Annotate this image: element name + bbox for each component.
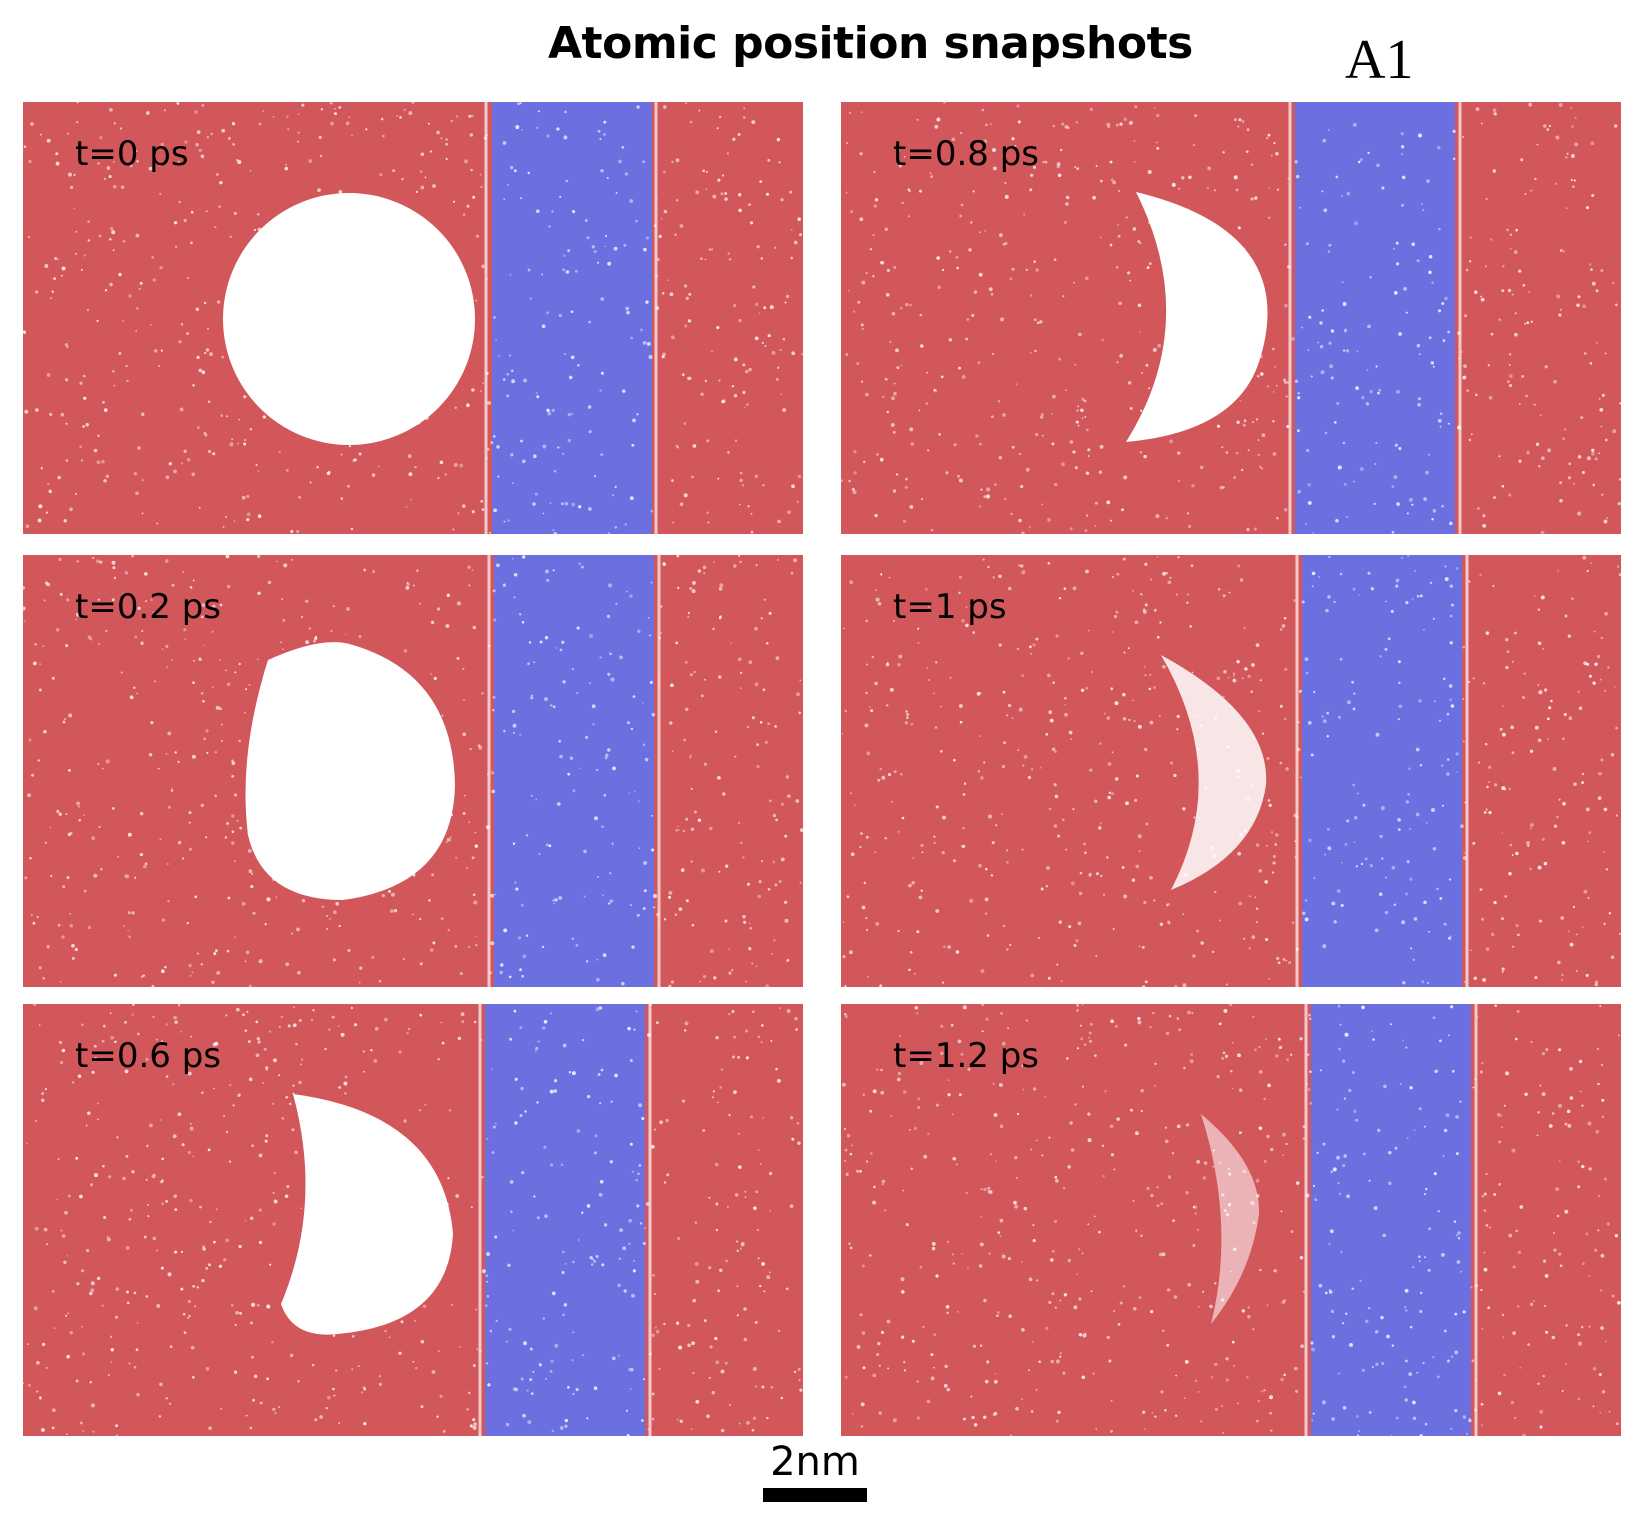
snapshot-panel-t0-2: t=0.2 ps xyxy=(23,555,803,987)
snapshot-panel-t1: t=1 ps xyxy=(841,555,1621,987)
atom-speckle-layer xyxy=(23,1004,803,1436)
void-bubble xyxy=(1126,192,1268,442)
solid-slab xyxy=(485,1004,645,1436)
atom-speckle-layer xyxy=(23,555,803,987)
solid-slab xyxy=(492,102,652,534)
void-remnant xyxy=(1201,1114,1260,1324)
snapshot-image xyxy=(23,102,803,534)
void-bubble xyxy=(245,642,455,900)
void-bubble xyxy=(223,193,475,445)
time-label: t=0 ps xyxy=(75,134,189,174)
time-label: t=0.6 ps xyxy=(75,1036,221,1076)
solid-slab xyxy=(1302,555,1462,987)
time-label: t=0.8 ps xyxy=(893,134,1039,174)
solid-slab xyxy=(494,555,654,987)
snapshot-panel-t0: t=0 ps xyxy=(23,102,803,534)
snapshot-image xyxy=(841,1004,1621,1436)
scale-label: 2nm xyxy=(770,1439,860,1485)
void-bubble xyxy=(281,1094,453,1335)
scale-bar: 2nm xyxy=(760,1440,870,1502)
time-label: t=0.2 ps xyxy=(75,587,221,627)
snapshot-image xyxy=(23,555,803,987)
snapshot-panel-t1-2: t=1.2 ps xyxy=(841,1004,1621,1436)
atom-speckle-layer xyxy=(841,1004,1621,1436)
solid-slab xyxy=(1311,1004,1471,1436)
figure-tag: A1 xyxy=(1345,29,1414,91)
snapshot-panel-t0-6: t=0.6 ps xyxy=(23,1004,803,1436)
scale-bar-line xyxy=(763,1488,867,1502)
atom-speckle-layer xyxy=(23,102,803,534)
time-label: t=1.2 ps xyxy=(893,1036,1039,1076)
void-bubble xyxy=(1161,655,1267,890)
figure-title: Atomic position snapshots xyxy=(548,18,1193,69)
snapshot-image xyxy=(23,1004,803,1436)
solid-slab xyxy=(1295,102,1455,534)
time-label: t=1 ps xyxy=(893,587,1007,627)
atom-speckle-layer xyxy=(841,102,1621,534)
snapshot-panel-t0-8: t=0.8 ps xyxy=(841,102,1621,534)
snapshot-image xyxy=(841,555,1621,987)
atom-speckle-layer xyxy=(841,555,1621,987)
snapshot-image xyxy=(841,102,1621,534)
